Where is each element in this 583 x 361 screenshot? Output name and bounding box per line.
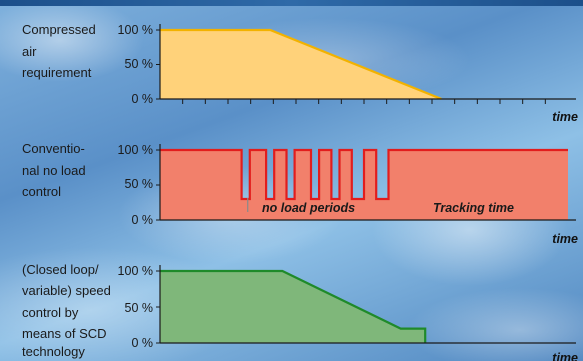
panel2-tick-50: 50 % <box>125 177 154 191</box>
panel2-label-line3: control <box>22 184 61 199</box>
panel1-tick-100: 100 % <box>118 23 153 37</box>
panel2-label-line1: Conventio- <box>22 141 85 156</box>
panel3-label-line3: control by <box>22 305 79 320</box>
panel1-label-line1: Compressed <box>22 22 96 37</box>
panel2-series-line <box>160 148 568 201</box>
panel2-tick-100: 100 % <box>118 143 153 157</box>
panel-speed-control: (Closed loop/ variable) speed control by… <box>22 262 578 361</box>
panel2-tick-0: 0 % <box>131 213 153 227</box>
panel1-series-line <box>160 28 442 101</box>
annotation-tracking-time: Tracking time <box>433 201 514 215</box>
panel1-plot <box>156 24 576 104</box>
panel3-series-area <box>160 271 426 343</box>
panel1-tick-0: 0 % <box>131 92 153 106</box>
panel2-plot <box>156 144 576 221</box>
panel3-series-line <box>160 269 427 343</box>
panel1-series-area <box>160 30 442 99</box>
panel2-label-line2: nal no load <box>22 163 86 178</box>
panel1-tick-50: 50 % <box>125 57 154 71</box>
panel3-tick-0: 0 % <box>131 336 153 350</box>
panel1-xlabel: time <box>552 110 578 124</box>
panel3-label-line4: means of SCD <box>22 326 107 341</box>
panel3-xlabel: time <box>552 351 578 361</box>
panel3-label-line1: (Closed loop/ <box>22 262 99 277</box>
panel2-xlabel: time <box>552 232 578 246</box>
panel1-label-line3: requirement <box>22 65 92 80</box>
panel3-tick-50: 50 % <box>125 301 154 315</box>
annotation-no-load-periods: no load periods <box>262 201 355 215</box>
panel3-plot <box>156 265 576 344</box>
panel1-label-line2: air <box>22 44 37 59</box>
panel3-label-line5: technology <box>22 344 85 359</box>
panel3-label-line2: variable) speed <box>22 283 111 298</box>
panel-no-load-control: Conventio- nal no load control 100 % 50 … <box>22 141 578 246</box>
panel3-tick-100: 100 % <box>118 264 153 278</box>
panel-compressed-air: Compressed air requirement 100 % 50 % 0 … <box>22 22 578 124</box>
